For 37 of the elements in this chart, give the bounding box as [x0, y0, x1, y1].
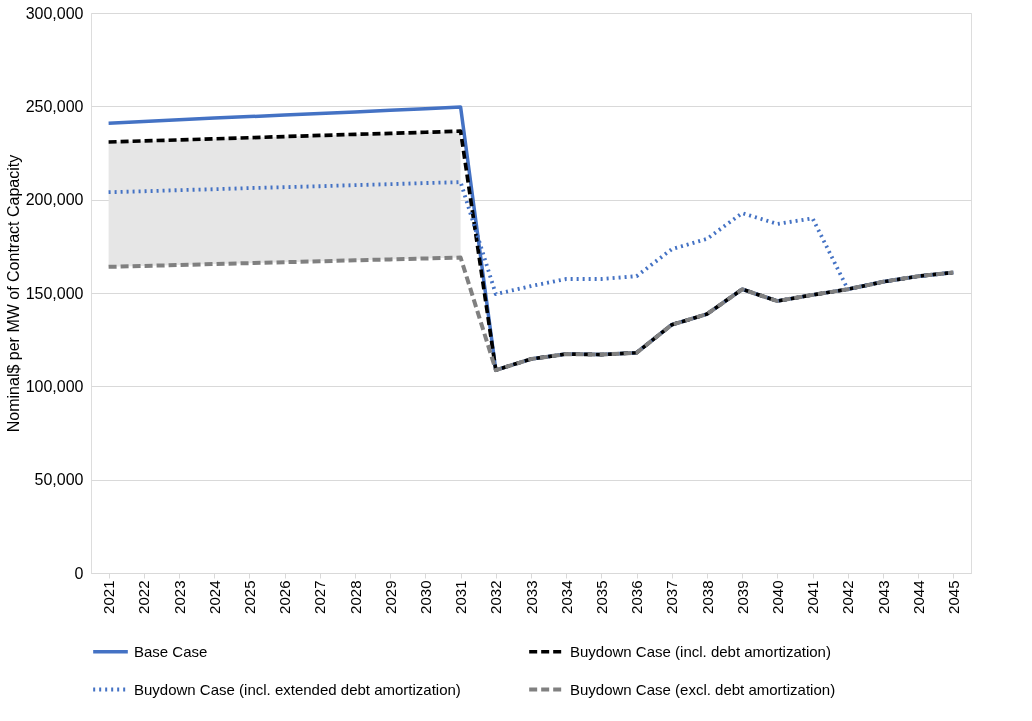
x-tick-label: 2034 [557, 580, 575, 614]
x-tick-label: 2045 [944, 580, 962, 614]
legend-label: Buydown Case (incl. debt amortization) [570, 642, 831, 660]
x-tick-label: 2043 [874, 580, 892, 614]
y-axis-title: Nominal$ per MW of Contract Capacity [4, 154, 22, 433]
x-tick-label: 2025 [240, 580, 258, 614]
x-tick-label: 2044 [909, 580, 927, 614]
y-tick-label: 150,000 [25, 284, 84, 302]
x-tick-label: 2037 [663, 580, 681, 614]
x-tick-label: 2021 [100, 580, 118, 614]
x-tick-label: 2039 [733, 580, 751, 614]
x-tick-label: 2033 [522, 580, 540, 614]
x-tick-label: 2029 [381, 580, 399, 614]
x-tick-label: 2030 [416, 580, 434, 614]
x-tick-label: 2038 [698, 580, 716, 614]
y-tick-label: 0 [74, 564, 84, 582]
x-tick-label: 2026 [276, 580, 294, 614]
y-tick-label: 50,000 [34, 471, 84, 489]
x-tick-label: 2040 [768, 580, 786, 614]
x-tick-label: 2036 [628, 580, 646, 614]
x-tick-label: 2041 [804, 580, 822, 614]
y-tick-label: 300,000 [25, 4, 84, 22]
legend-label: Buydown Case (excl. debt amortization) [570, 680, 836, 698]
x-tick-label: 2028 [346, 580, 364, 614]
x-tick-label: 2031 [452, 580, 470, 614]
x-tick-label: 2027 [311, 580, 329, 614]
legend-label: Base Case [134, 642, 208, 660]
y-tick-label: 100,000 [25, 377, 84, 395]
legend-label: Buydown Case (incl. extended debt amortization) [134, 680, 461, 698]
x-tick-label: 2035 [592, 580, 610, 614]
y-tick-label: 250,000 [25, 97, 84, 115]
x-tick-label: 2042 [839, 580, 857, 614]
x-tick-label: 2032 [487, 580, 505, 614]
y-tick-label: 200,000 [25, 191, 84, 209]
x-tick-label: 2023 [170, 580, 188, 614]
x-tick-label: 2024 [205, 580, 223, 614]
x-tick-label: 2022 [135, 580, 153, 614]
